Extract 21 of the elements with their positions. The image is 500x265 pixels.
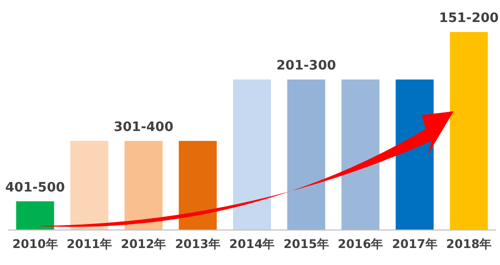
annotation: 401-500 — [5, 180, 65, 196]
x-tick-label: 2013年 — [175, 237, 220, 251]
bar — [124, 140, 163, 230]
x-tick-label: 2014年 — [229, 237, 275, 251]
x-tick-label: 2011年 — [66, 237, 112, 251]
x-tick-label: 2017年 — [392, 237, 438, 251]
bar — [233, 80, 271, 230]
x-tick-label: 2016年 — [338, 237, 384, 251]
bar — [450, 32, 488, 230]
bar — [341, 80, 380, 230]
x-tick-label: 2012年 — [120, 237, 166, 251]
annotation: 201-300 — [276, 58, 336, 74]
bar — [287, 80, 326, 230]
bar — [16, 201, 54, 230]
x-tick-label: 2010年 — [12, 237, 58, 251]
x-tick-label: 2018年 — [446, 237, 492, 251]
x-tick-label: 2015年 — [284, 237, 329, 251]
bar — [178, 140, 217, 230]
bar — [70, 140, 108, 230]
annotation: 301-400 — [114, 120, 174, 135]
annotation: 151-200 — [439, 11, 499, 26]
